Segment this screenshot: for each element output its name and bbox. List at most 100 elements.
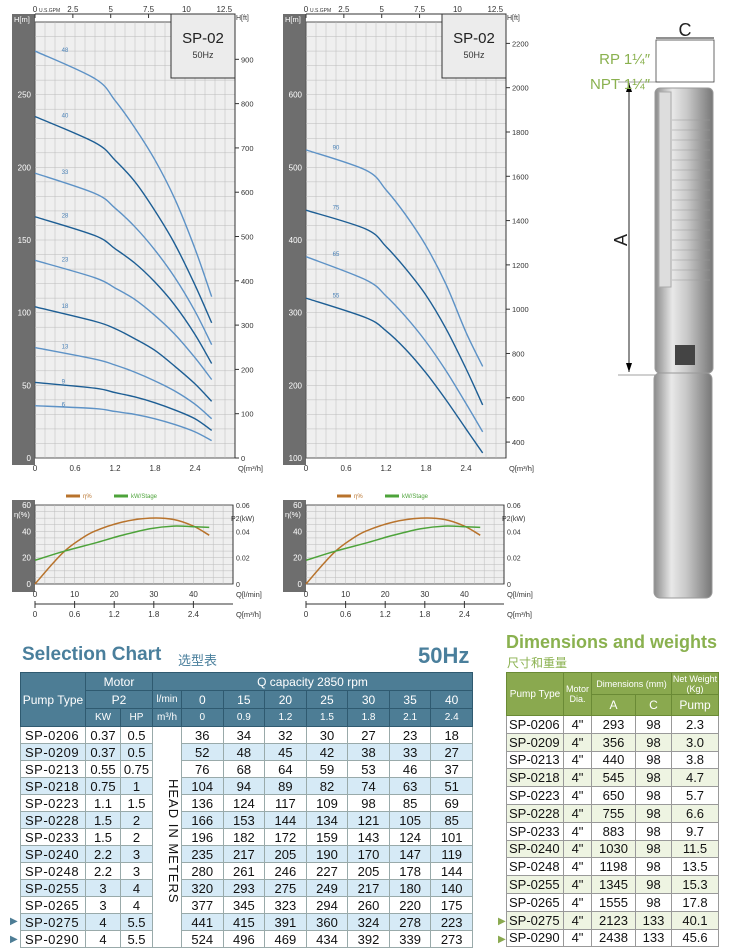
connection-labels: RP 1¼″ NPT 1¼″ [590,47,650,97]
motor-dia: 4" [563,928,592,948]
motor-kw: 0.37 [85,743,121,761]
pump-type: SP-0248 [506,857,564,877]
motor-hp: 1.5 [120,794,153,812]
y2-tick-label: 2200 [512,39,529,48]
pump-type: SP-0223 [20,794,86,812]
y2-tick-label: 200 [241,365,254,374]
head-value: 249 [305,879,349,897]
pump-type: SP-0240 [20,845,86,863]
x2-tick-label: 10 [453,5,462,14]
table-row: SP-0240 2.2 3 235 217 205 190 170 147 119 [20,845,473,863]
y-tick-label: 0 [27,580,32,589]
header-q-capacity: Q capacity 2850 rpm [152,672,473,691]
table-row: SP-0209 0.37 0.5 52 48 45 42 38 33 27 [20,743,473,761]
nameplate [675,345,695,365]
motor-hp: 4 [120,879,153,897]
header-pump-type: Pump Type [506,672,564,716]
header-pump-type: Pump Type [20,672,86,727]
y-tick-label: 200 [289,381,303,390]
head-value: 391 [264,913,307,931]
motor-dia: 4" [563,875,592,894]
net-weight: 11.5 [671,839,719,859]
head-value: 159 [305,828,349,846]
curve-label: 90 [333,145,340,151]
motor-dia: 4" [563,732,592,752]
head-value: 89 [264,777,307,795]
table-row: SP-0233 1.5 2 196 182 172 159 143 124 101 [20,828,473,846]
y2-tick-label: 1600 [512,172,529,181]
head-value: 392 [347,930,390,948]
x-tick-label: 20 [110,590,119,599]
curve-label: 65 [333,252,340,258]
pump-type: SP-0206 [506,715,564,734]
table-row: SP-0265 4" 1555 98 17.8 [506,892,719,912]
motor-hp: 3 [120,845,153,863]
head-value: 68 [222,760,266,778]
y2-tick-label: 600 [241,188,254,197]
y2-tick-label: 900 [241,55,254,64]
head-value: 53 [347,760,390,778]
head-value: 275 [264,879,307,897]
head-value: 217 [347,879,390,897]
x-tick-label: 1.2 [380,464,392,473]
y2-tick-label: 1400 [512,217,529,226]
motor-hp: 5.5 [120,913,153,931]
head-value: 27 [347,726,390,744]
head-value: 121 [347,811,390,829]
header-p2: P2 [85,690,153,709]
pump-type: SP-0228 [506,803,564,823]
x2-axis-label: U.S.GPM [39,8,60,14]
head-value: 205 [264,845,307,863]
head-curve-90 [305,149,484,367]
y2-tick-label: 0 [241,454,245,463]
head-value: 42 [305,743,349,761]
dimension-c-box [655,39,715,83]
pump-type: SP-0213 [506,750,564,770]
head-curve-6 [34,404,212,442]
head-value: 30 [305,726,349,744]
table-row: SP-0290 4 5.5 524 496 469 434 392 339 273 [20,930,473,948]
table-row: SP-0206 4" 293 98 2.3 [506,715,719,734]
head-value: 223 [430,913,473,931]
x2-tick-label: 5 [379,5,384,14]
motor-dia: 4" [563,857,592,877]
y2-tick-label: 0 [236,582,240,589]
dimensions-title-cn: 尺寸和重量 [507,656,568,670]
head-value: 59 [305,760,349,778]
table-row: SP-0218 4" 545 98 4.7 [506,768,719,788]
y2-tick-label: 1200 [512,261,529,270]
head-value: 345 [222,896,266,914]
x2-tick-label: 1.8 [148,610,160,619]
header-m3h-value: 1.5 [305,708,349,727]
dimension-a: 1198 [591,857,636,877]
motor-hp: 1 [120,777,153,795]
selection-chart-title: Selection Chart [22,644,162,665]
header-kw: KW [85,708,121,727]
head-value: 124 [388,828,432,846]
head-value: 45 [264,743,307,761]
header-lmin-value: 40 [430,690,473,709]
model-frequency: 50Hz [463,50,485,60]
net-weight: 4.7 [671,768,719,788]
model-title: SP-02 [182,30,224,47]
table-row: SP-0248 2.2 3 280 261 246 227 205 178 144 [20,862,473,880]
table-row: SP-0265 3 4 377 345 323 294 260 220 175 [20,896,473,914]
head-value: 143 [347,828,390,846]
head-value: 101 [430,828,473,846]
dimension-c: 98 [634,750,673,770]
header-hp: HP [120,708,153,727]
table-row: SP-0206 0.37 0.5 HEAD IN METERS 36 34 32 30 27 23… [20,726,473,948]
net-weight: 15.3 [671,875,719,894]
arrow-icon [626,83,632,92]
head-value: 76 [181,760,224,778]
curve-label: 18 [62,304,69,310]
head-value: 48 [222,743,266,761]
y-tick-label: 20 [22,554,31,563]
header-motor: Motor [85,672,153,691]
head-value: 320 [181,879,224,897]
head-value: 144 [264,811,307,829]
head-value: 415 [222,913,266,931]
head-value: 109 [305,794,349,812]
legend-label: kW/Stage [131,494,158,500]
head-value: 105 [388,811,432,829]
